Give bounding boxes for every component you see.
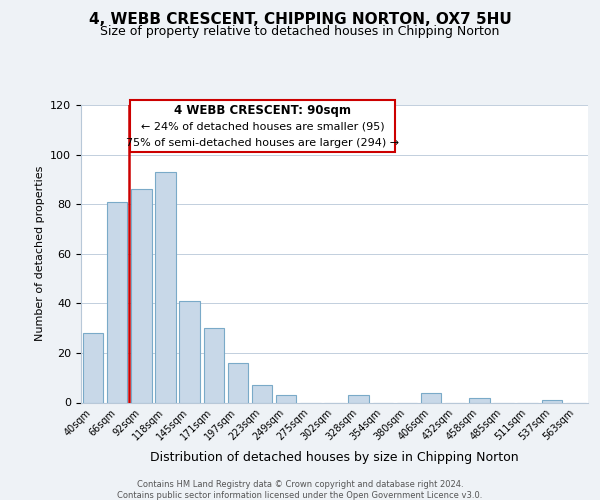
Bar bbox=[155, 172, 176, 402]
Text: 75% of semi-detached houses are larger (294) →: 75% of semi-detached houses are larger (… bbox=[126, 138, 399, 148]
Bar bbox=[227, 363, 248, 403]
Text: 4 WEBB CRESCENT: 90sqm: 4 WEBB CRESCENT: 90sqm bbox=[174, 104, 351, 117]
Bar bbox=[83, 333, 103, 402]
X-axis label: Distribution of detached houses by size in Chipping Norton: Distribution of detached houses by size … bbox=[150, 450, 519, 464]
Text: Contains HM Land Registry data © Crown copyright and database right 2024.: Contains HM Land Registry data © Crown c… bbox=[137, 480, 463, 489]
Bar bbox=[107, 202, 127, 402]
Bar bbox=[469, 398, 490, 402]
Bar bbox=[131, 190, 152, 402]
Text: Contains public sector information licensed under the Open Government Licence v3: Contains public sector information licen… bbox=[118, 491, 482, 500]
Bar bbox=[421, 392, 442, 402]
Text: ← 24% of detached houses are smaller (95): ← 24% of detached houses are smaller (95… bbox=[141, 121, 385, 131]
Text: 4, WEBB CRESCENT, CHIPPING NORTON, OX7 5HU: 4, WEBB CRESCENT, CHIPPING NORTON, OX7 5… bbox=[89, 12, 511, 28]
Bar bbox=[179, 301, 200, 402]
FancyBboxPatch shape bbox=[130, 100, 395, 152]
Bar bbox=[349, 395, 369, 402]
Bar bbox=[542, 400, 562, 402]
Bar bbox=[203, 328, 224, 402]
Y-axis label: Number of detached properties: Number of detached properties bbox=[35, 166, 44, 342]
Text: Size of property relative to detached houses in Chipping Norton: Size of property relative to detached ho… bbox=[100, 25, 500, 38]
Bar bbox=[252, 385, 272, 402]
Bar bbox=[276, 395, 296, 402]
